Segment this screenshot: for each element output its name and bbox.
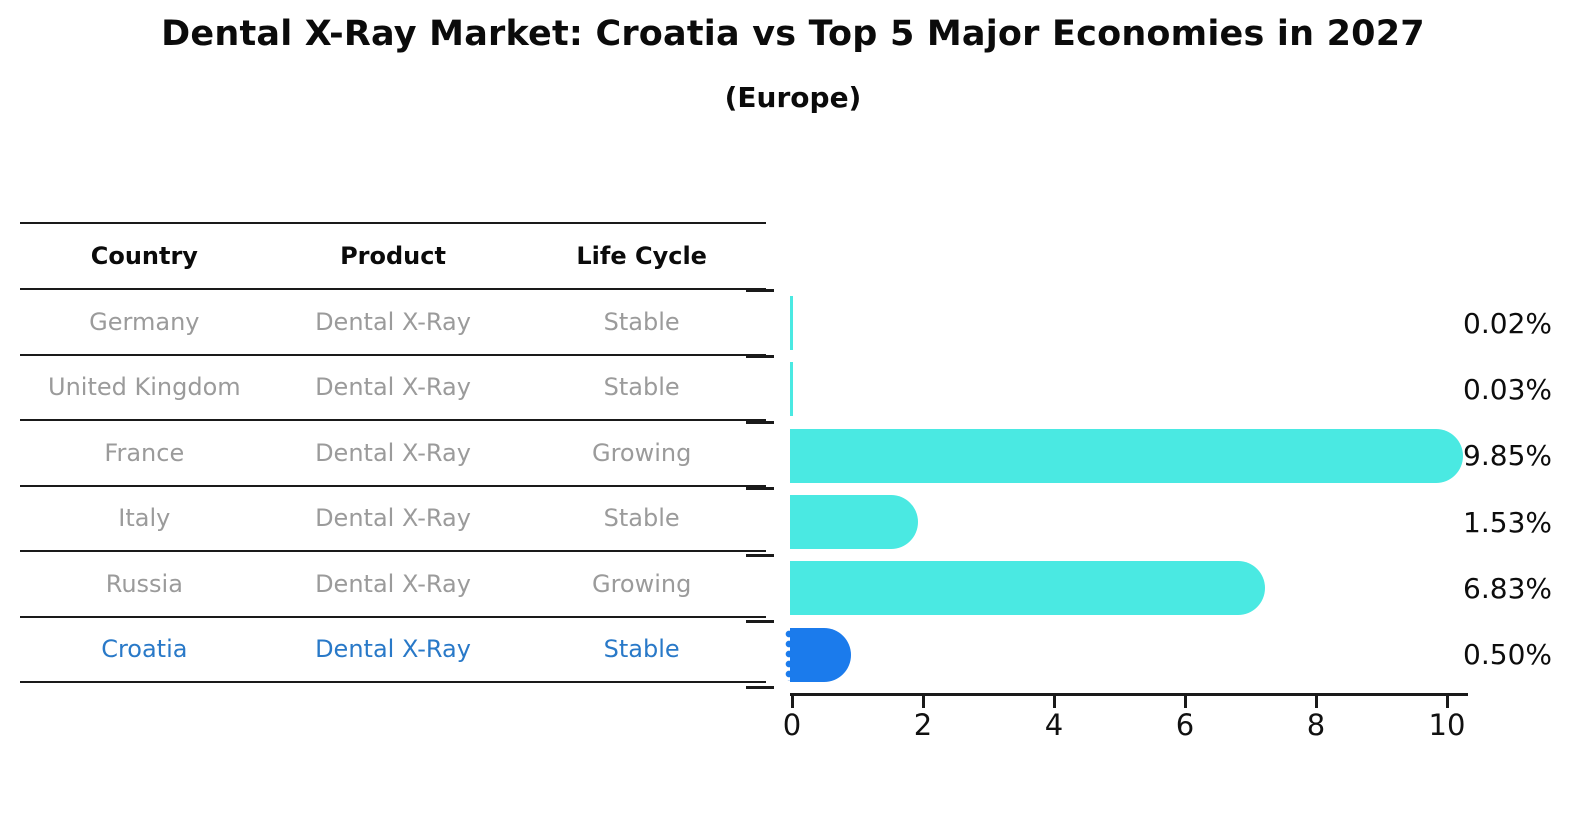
- table-cell-product: Dental X-Ray: [315, 373, 471, 402]
- table-cell-country: Croatia: [101, 635, 188, 664]
- x-axis-tick-label: 10: [1428, 708, 1466, 742]
- table-row: Germany Dental X-Ray Stable: [20, 288, 766, 354]
- y-axis-tick: [746, 354, 774, 358]
- x-axis-tick: [921, 696, 925, 708]
- x-axis-tick: [1445, 696, 1449, 708]
- table-cell-life-cycle: Stable: [603, 307, 680, 336]
- table-body: Germany Dental X-Ray Stable United Kingd…: [20, 288, 766, 683]
- table-cell-life-cycle: Stable: [603, 373, 680, 402]
- country-table: Country Product Life Cycle Germany Denta…: [20, 222, 766, 683]
- table-header-product: Product: [340, 242, 446, 270]
- table-row: Russia Dental X-Ray Growing: [20, 550, 766, 616]
- x-axis-tick-label: 2: [913, 708, 933, 742]
- table-cell-product: Dental X-Ray: [315, 635, 471, 664]
- table-cell-life-cycle: Stable: [603, 504, 680, 533]
- table-cell-life-cycle: Growing: [591, 438, 692, 467]
- y-axis-tick: [746, 288, 774, 292]
- x-axis-tick: [1183, 696, 1187, 708]
- x-axis-tick: [790, 696, 794, 708]
- table-cell-country: United Kingdom: [48, 373, 241, 402]
- bar-value-label: 6.83%: [1463, 571, 1552, 605]
- table-cell-product: Dental X-Ray: [315, 438, 471, 467]
- table-cell-product: Dental X-Ray: [315, 504, 471, 533]
- table-cell-life-cycle: Growing: [591, 569, 692, 598]
- x-axis-tick-label: 4: [1044, 708, 1064, 742]
- bar-value-label: 0.50%: [1463, 638, 1552, 672]
- x-axis-tick-label: 0: [782, 708, 802, 742]
- bar-croatia: [785, 627, 851, 682]
- bar-value-label: 0.03%: [1463, 372, 1552, 406]
- y-axis-tick: [746, 620, 774, 624]
- table-cell-country: Italy: [118, 504, 171, 533]
- bar-italy: [790, 495, 919, 550]
- bar-value-label: 0.02%: [1463, 306, 1552, 340]
- y-axis-tick: [746, 553, 774, 557]
- table-row: United Kingdom Dental X-Ray Stable: [20, 353, 766, 420]
- table-row: Croatia Dental X-Ray Stable: [20, 615, 766, 683]
- x-axis-tick-label: 6: [1175, 708, 1195, 742]
- y-axis-tick: [746, 487, 774, 491]
- bar-united-kingdom: [790, 362, 793, 417]
- bar-value-label: 9.85%: [1463, 439, 1552, 473]
- y-axis-tick: [746, 421, 774, 425]
- table-cell-country: Russia: [105, 569, 183, 598]
- table-header-life-cycle: Life Cycle: [576, 242, 707, 270]
- table-cell-product: Dental X-Ray: [315, 307, 471, 336]
- table-row: France Dental X-Ray Growing: [20, 419, 766, 485]
- bar-germany: [790, 296, 793, 351]
- x-axis-tick: [1314, 696, 1318, 708]
- x-axis-tick-label: 8: [1306, 708, 1326, 742]
- y-axis-tick: [746, 686, 774, 690]
- table-header-country: Country: [90, 242, 198, 270]
- table-cell-product: Dental X-Ray: [315, 569, 471, 598]
- bar-value-label: 1.53%: [1463, 505, 1552, 539]
- bar-dotted-edge: [785, 628, 794, 681]
- table-row: Italy Dental X-Ray Stable: [20, 484, 766, 551]
- chart-subtitle: (Europe): [724, 81, 862, 114]
- table-header-row: Country Product Life Cycle: [20, 222, 766, 288]
- bar-russia: [790, 561, 1266, 616]
- chart-title: Dental X-Ray Market: Croatia vs Top 5 Ma…: [161, 14, 1425, 54]
- bar-france: [790, 428, 1464, 483]
- x-axis-line: [790, 693, 1468, 696]
- table-cell-country: Germany: [89, 307, 200, 336]
- x-axis-tick: [1052, 696, 1056, 708]
- table-cell-life-cycle: Stable: [603, 635, 680, 664]
- table-cell-country: France: [104, 438, 185, 467]
